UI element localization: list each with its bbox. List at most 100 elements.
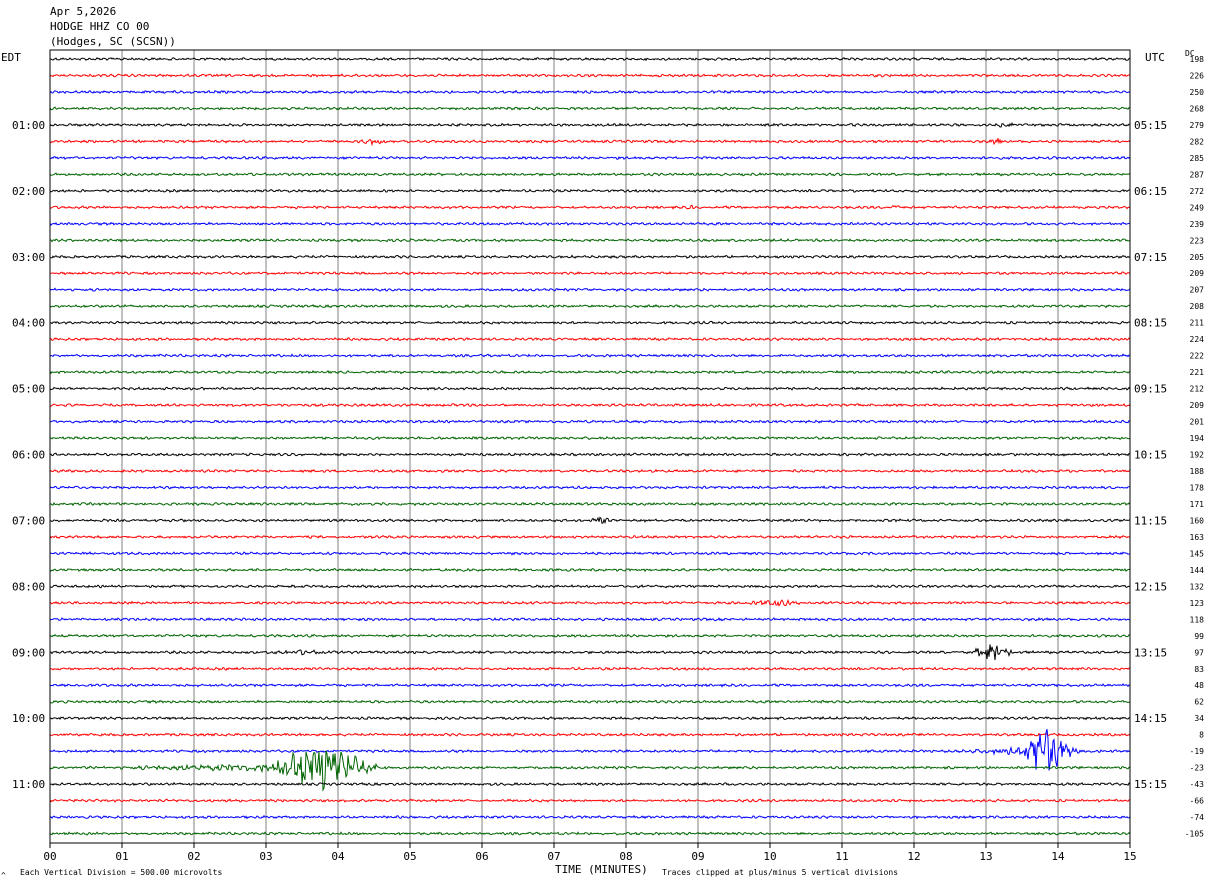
trace-row (49, 56, 1131, 62)
dc-offset-label: 160 (1190, 516, 1205, 525)
trace-row (49, 598, 1131, 607)
trace-row (49, 584, 1131, 589)
dc-offset-label: 97 (1194, 648, 1204, 657)
x-tick-label: 05 (403, 850, 416, 863)
left-time-labels: 01:00 02:00 03:00 04:00 05:00 06:00 07:00 08:00… (12, 119, 45, 791)
header-date: Apr 5,2026 (50, 5, 116, 18)
dc-offset-label: 208 (1190, 302, 1205, 311)
right-time-label: 14:15 (1134, 712, 1167, 725)
header-location: (Hodges, SC (SCSN)) (50, 35, 176, 48)
trace-row (49, 633, 1131, 639)
left-time-label: 01:00 (12, 119, 45, 132)
left-time-label: 05:00 (12, 383, 45, 396)
trace-row (49, 155, 1131, 161)
dc-offset-label: 62 (1194, 698, 1204, 707)
x-tick-label: 08 (619, 850, 632, 863)
trace-row (49, 683, 1131, 688)
left-zone-label: EDT (1, 51, 21, 64)
dc-offset-label: 287 (1190, 170, 1205, 179)
trace-row (49, 221, 1131, 226)
dc-offset-label: 249 (1190, 203, 1205, 212)
trace-row (49, 353, 1131, 358)
trace-row (49, 485, 1131, 490)
right-time-labels: 05:15 06:15 07:15 08:15 09:15 10:15 11:15 12:15… (1134, 119, 1167, 791)
dc-offset-label: 83 (1194, 665, 1204, 674)
dc-offset-label: -19 (1190, 747, 1205, 756)
dc-offset-label: 194 (1190, 434, 1205, 443)
trace-row (49, 138, 1131, 147)
dc-offset-label: 285 (1190, 154, 1205, 163)
left-time-label: 02:00 (12, 185, 45, 198)
trace-row (49, 419, 1131, 424)
trace-row (49, 402, 1131, 408)
trace-row (49, 303, 1130, 309)
x-tick-label: 09 (691, 850, 704, 863)
left-time-label: 04:00 (12, 317, 45, 330)
x-tick-label: 14 (1051, 850, 1065, 863)
dc-offset-label: 192 (1190, 451, 1205, 460)
x-axis-ticks: 00 01 02 03 04 05 06 07 08 09 10 11 12 13 14 15 (43, 843, 1137, 863)
dc-offset-label: 205 (1190, 253, 1205, 262)
dc-offset-label: 224 (1190, 335, 1205, 344)
dc-offset-label: 222 (1190, 352, 1205, 361)
trace-row (49, 567, 1131, 573)
dc-offset-label: 188 (1190, 467, 1205, 476)
right-zone-label: UTC (1145, 51, 1165, 64)
dc-offset-label: -105 (1185, 830, 1204, 839)
dc-offset-label: 223 (1190, 236, 1205, 245)
trace-row (49, 468, 1131, 474)
trace-row (49, 617, 1130, 622)
left-time-label: 11:00 (12, 778, 45, 791)
trace-row (49, 238, 1131, 243)
dc-offset-label: 48 (1194, 681, 1204, 690)
dc-offset-label: 268 (1190, 104, 1205, 113)
x-tick-label: 03 (259, 850, 272, 863)
dc-offset-label: 132 (1190, 582, 1205, 591)
right-time-label: 15:15 (1134, 778, 1167, 791)
trace-row (49, 172, 1131, 177)
dc-offset-label: -66 (1190, 797, 1205, 806)
left-time-label: 09:00 (12, 646, 45, 659)
trace-row (49, 435, 1131, 441)
trace-row (49, 204, 1131, 210)
x-tick-label: 13 (979, 850, 992, 863)
clip-note: Traces clipped at plus/minus 5 vertical … (662, 868, 898, 877)
dc-offset-labels: 198 226 250 268 279 282 285 287 272 249 239 223 205 2… (1185, 55, 1204, 839)
left-time-label: 10:00 (12, 712, 45, 725)
trace-row (49, 452, 1131, 457)
dc-offset-label: 201 (1190, 418, 1205, 427)
dc-offset-label: -23 (1190, 764, 1205, 773)
trace-row (49, 336, 1131, 342)
trace-row (49, 89, 1131, 95)
dc-offset-label: 198 (1190, 55, 1205, 64)
trace-row (49, 287, 1131, 293)
dc-offset-label: 226 (1190, 71, 1205, 80)
x-tick-label: 07 (547, 850, 560, 863)
trace-row (49, 644, 1131, 661)
dc-offset-label: 221 (1190, 368, 1205, 377)
trace-row (49, 501, 1131, 507)
trace-row (49, 122, 1131, 128)
dc-offset-label: 34 (1194, 714, 1204, 723)
trace-row (50, 781, 1131, 787)
trace-row (49, 715, 1131, 721)
trace-row (49, 271, 1131, 276)
header-channel: HODGE HHZ CO 00 (50, 20, 149, 33)
right-time-label: 12:15 (1134, 580, 1167, 593)
left-time-label: 03:00 (12, 251, 45, 264)
left-time-label: 08:00 (12, 580, 45, 593)
right-time-label: 05:15 (1134, 119, 1167, 132)
right-time-label: 06:15 (1134, 185, 1167, 198)
trace-row (49, 320, 1131, 325)
dc-offset-label: 171 (1190, 500, 1205, 509)
dc-offset-label: 239 (1190, 220, 1205, 229)
trace-row (49, 831, 1131, 836)
trace-row (49, 73, 1131, 78)
dc-offset-label: 8 (1199, 731, 1204, 740)
trace-row (49, 699, 1131, 704)
left-time-label: 07:00 (12, 514, 45, 527)
dc-offset-label: 209 (1190, 269, 1205, 278)
trace-row (49, 814, 1131, 820)
right-time-label: 10:15 (1134, 449, 1167, 462)
